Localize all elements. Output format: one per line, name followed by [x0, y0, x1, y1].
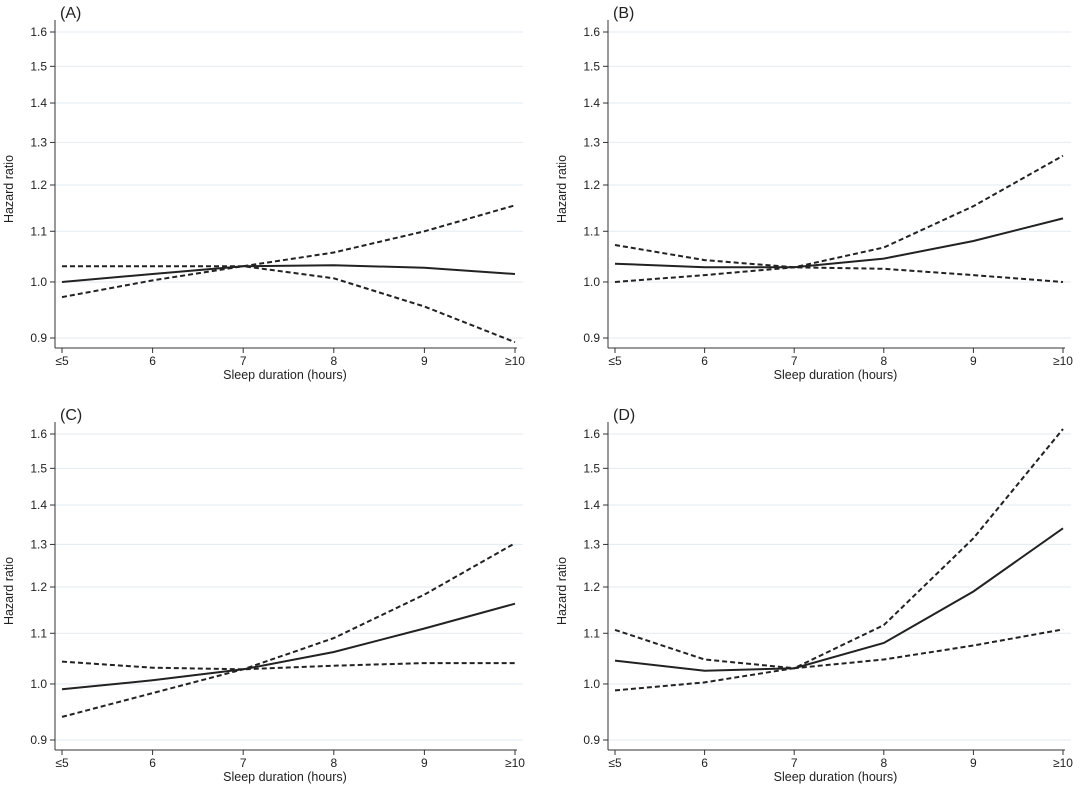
x-axis-title: Sleep duration (hours)	[774, 368, 898, 382]
chart-panel-4: (D) 0.9 1.0 1.1 1.2 1.3 1.4 1.5 1.6 ≤5 6 7 8 9 ≥10 Slee…	[555, 407, 1073, 784]
x-tick-label: 6	[149, 354, 156, 368]
y-tick-label: 1.6	[583, 25, 600, 39]
y-tick-label: 1.5	[583, 461, 600, 475]
y-tick-label: 1.1	[30, 626, 47, 640]
y-tick-label: 1.0	[583, 275, 600, 289]
series-line-estimate-1	[614, 527, 1064, 672]
series-line-confidence-bound-2	[614, 428, 1064, 692]
x-tick-label: 8	[330, 354, 337, 368]
y-tick-label: 1.2	[583, 178, 600, 192]
x-tick-label: ≥10	[505, 756, 525, 770]
series-line-confidence-bound-2	[614, 154, 1064, 283]
x-tick-label: 8	[330, 756, 337, 770]
panel-label: (A)	[60, 5, 81, 22]
series-line-confidence-bound-2	[61, 204, 516, 299]
x-axis-title: Sleep duration (hours)	[223, 770, 347, 784]
chart-panel-2: (B) 0.9 1.0 1.1 1.2 1.3 1.4 1.5 1.6 ≤5 6 7 8 9 ≥10 Slee…	[555, 5, 1073, 382]
chart-panel-3: (C) 0.9 1.0 1.1 1.2 1.3 1.4 1.5 1.6 ≤5 6 7 8 9 ≥10 Slee…	[2, 407, 525, 784]
x-tick-label: ≥10	[1053, 756, 1073, 770]
y-tick-label: 1.2	[30, 178, 47, 192]
panel-label: (B)	[613, 5, 634, 22]
x-tick-label: 7	[240, 756, 247, 770]
x-tick-label: ≤5	[55, 756, 69, 770]
series-line-confidence-bound-3	[62, 265, 516, 344]
y-tick-label: 0.9	[583, 733, 600, 747]
y-tick-label: 1.4	[30, 96, 47, 110]
x-tick-label: 7	[791, 354, 798, 368]
y-tick-label: 1.2	[30, 580, 47, 594]
panel-label: (C)	[60, 407, 82, 424]
y-tick-label: 0.9	[30, 733, 47, 747]
y-axis-title: Hazard ratio	[555, 557, 569, 625]
x-tick-label: 6	[149, 756, 156, 770]
x-tick-label: ≥10	[1053, 354, 1073, 368]
panel-label: (D)	[613, 407, 635, 424]
y-tick-label: 1.3	[583, 135, 600, 149]
y-tick-label: 1.5	[30, 461, 47, 475]
series-line-estimate-1	[614, 217, 1064, 269]
y-tick-label: 0.9	[583, 331, 600, 345]
x-tick-label: 7	[240, 354, 247, 368]
x-tick-label: ≤5	[608, 354, 622, 368]
x-axis-title: Sleep duration (hours)	[774, 770, 898, 784]
x-tick-label: 6	[701, 354, 708, 368]
y-tick-label: 1.3	[583, 537, 600, 551]
x-tick-label: 8	[880, 756, 887, 770]
y-tick-label: 1.0	[30, 275, 47, 289]
y-tick-label: 0.9	[30, 331, 47, 345]
y-axis-title: Hazard ratio	[2, 557, 16, 625]
y-axis-title: Hazard ratio	[2, 155, 16, 223]
y-tick-label: 1.0	[583, 677, 600, 691]
y-tick-label: 1.3	[30, 537, 47, 551]
y-tick-label: 1.0	[30, 677, 47, 691]
y-tick-label: 1.4	[583, 498, 600, 512]
x-tick-label: ≥10	[505, 354, 525, 368]
y-tick-label: 1.6	[30, 427, 47, 441]
y-tick-label: 1.4	[583, 96, 600, 110]
y-tick-label: 1.5	[583, 59, 600, 73]
x-tick-label: ≤5	[608, 756, 622, 770]
y-tick-label: 1.5	[30, 59, 47, 73]
x-tick-label: 6	[701, 756, 708, 770]
x-tick-label: 9	[421, 756, 428, 770]
y-tick-label: 1.1	[583, 224, 600, 238]
x-tick-label: 7	[791, 756, 798, 770]
x-tick-label: 9	[421, 354, 428, 368]
series-line-estimate-1	[61, 602, 516, 691]
y-tick-label: 1.1	[30, 224, 47, 238]
series-line-confidence-bound-3	[614, 628, 1064, 670]
series-line-estimate-1	[61, 264, 516, 283]
y-axis-title: Hazard ratio	[555, 155, 569, 223]
x-tick-label: 8	[880, 354, 887, 368]
x-tick-label: 9	[970, 756, 977, 770]
x-tick-label: ≤5	[55, 354, 69, 368]
x-axis-title: Sleep duration (hours)	[223, 368, 347, 382]
series-line-confidence-bound-3	[614, 244, 1064, 283]
y-tick-label: 1.1	[583, 626, 600, 640]
chart-panel-1: (A) 0.9 1.0 1.1 1.2 1.3 1.4 1.5 1.6 ≤5 6 7 8 9 ≥10 Slee…	[2, 5, 525, 382]
y-tick-label: 1.2	[583, 580, 600, 594]
series-line-confidence-bound-3	[61, 660, 515, 671]
y-tick-label: 1.6	[30, 25, 47, 39]
y-tick-label: 1.3	[30, 135, 47, 149]
series-line-confidence-bound-2	[61, 542, 516, 718]
y-tick-label: 1.6	[583, 427, 600, 441]
y-tick-label: 1.4	[30, 498, 47, 512]
x-tick-label: 9	[970, 354, 977, 368]
